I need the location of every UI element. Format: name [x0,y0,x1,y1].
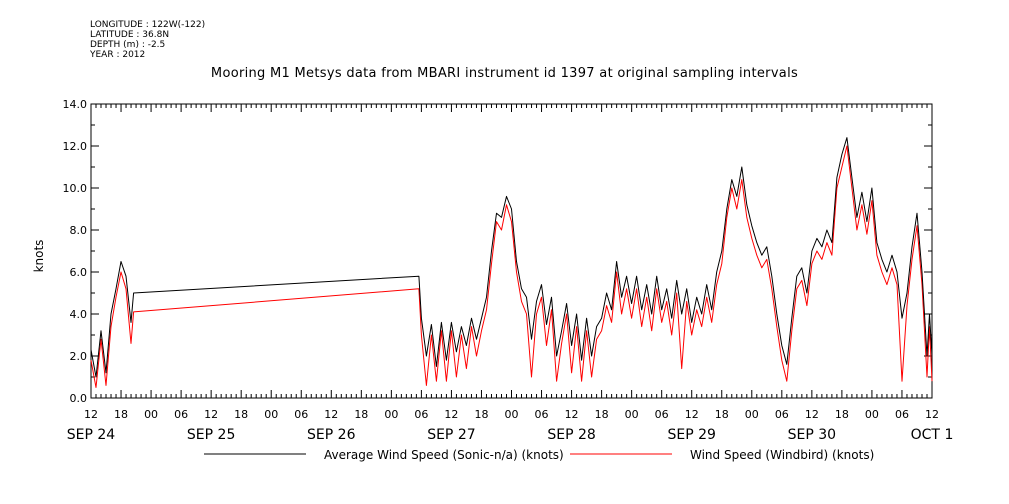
year-label: YEAR : 2012 [90,50,146,60]
y-tick-label: 14.0 [63,98,88,111]
legend-windbird-label: Wind Speed (Windbird) (knots) [690,448,874,462]
x-hour-tick-label: 06 [174,408,188,421]
x-hour-tick-label: 12 [925,408,939,421]
x-day-label: SEP 28 [547,427,595,443]
x-hour-tick-label: 18 [595,408,609,421]
x-hour-tick-label: 06 [895,408,909,421]
chart-title: Mooring M1 Metsys data from MBARI instru… [210,66,799,81]
longitude-label: LONGITUDE : 122W(-122) [90,20,206,30]
x-hour-tick-label: 06 [294,408,308,421]
legend: Average Wind Speed (Sonic-n/a) (knots) W… [204,448,874,462]
x-hour-tick-label: 00 [505,408,519,421]
axes: 0.0 2.0 4.0 6.0 8.0 10.0 12.0 14.0 12 18 00 06 12 18 0… [63,98,954,443]
series-line-average [90,137,933,378]
y-axis-label: knots [32,240,46,273]
x-hour-tick-label: 12 [805,408,819,421]
x-day-label: SEP 24 [67,427,116,443]
x-hour-tick-label: 00 [865,408,879,421]
x-hour-tick-label: 12 [84,408,98,421]
y-tick-label: 8.0 [70,224,88,237]
x-day-label: SEP 26 [307,427,356,443]
x-hour-tick-label: 00 [264,408,278,421]
station-metadata: LONGITUDE : 122W(-122) LATITUDE : 36.8N … [90,20,205,60]
x-day-label: SEP 30 [788,427,836,443]
y-tick-label: 2.0 [70,350,88,363]
x-hour-tick-label: 18 [114,408,128,421]
x-hour-tick-label: 06 [535,408,549,421]
x-day-label: SEP 29 [667,427,715,443]
legend-avg-label: Average Wind Speed (Sonic-n/a) (knots) [324,448,564,462]
x-day-label: OCT 1 [911,427,954,443]
x-hour-tick-label: 06 [775,408,789,421]
plot-frame [90,103,933,399]
y-tick-label: 0.0 [70,392,88,405]
series-layer [90,137,933,388]
x-hour-tick-label: 12 [324,408,338,421]
x-hour-tick-label: 12 [444,408,458,421]
x-day-label: SEP 27 [427,427,475,443]
y-tick-label: 4.0 [70,308,88,321]
x-hour-tick-label: 12 [565,408,579,421]
depth-label: DEPTH (m) : -2.5 [90,40,166,50]
y-tick-label: 12.0 [63,140,88,153]
x-hour-tick-label: 18 [835,408,849,421]
x-hour-tick-label: 12 [204,408,218,421]
x-hour-tick-label: 00 [384,408,398,421]
x-hour-tick-label: 00 [144,408,158,421]
y-tick-label: 6.0 [70,266,88,279]
y-tick-label: 10.0 [63,182,88,195]
x-hour-tick-label: 00 [625,408,639,421]
x-hour-tick-label: 06 [414,408,428,421]
series-line-windbird [90,145,933,388]
x-day-label: SEP 25 [187,427,235,443]
x-hour-tick-label: 00 [745,408,759,421]
x-hour-tick-label: 06 [655,408,669,421]
x-hour-tick-label: 18 [354,408,368,421]
x-hour-tick-label: 18 [715,408,729,421]
x-hour-tick-label: 18 [234,408,248,421]
x-hour-tick-label: 12 [685,408,699,421]
x-hour-tick-label: 18 [474,408,488,421]
latitude-label: LATITUDE : 36.8N [90,30,170,40]
